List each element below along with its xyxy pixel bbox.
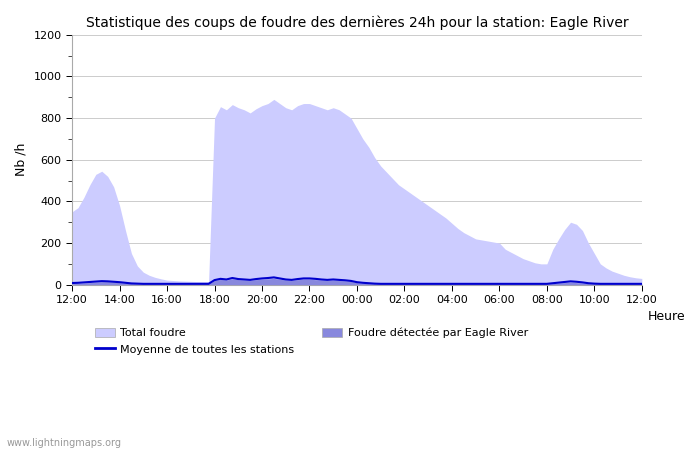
Title: Statistique des coups de foudre des dernières 24h pour la station: Eagle River: Statistique des coups de foudre des dern… — [85, 15, 629, 30]
Text: www.lightningmaps.org: www.lightningmaps.org — [7, 438, 122, 448]
Legend: Total foudre, Moyenne de toutes les stations, Foudre détectée par Eagle River: Total foudre, Moyenne de toutes les stat… — [90, 323, 533, 359]
Text: Heure: Heure — [648, 310, 685, 323]
Y-axis label: Nb /h: Nb /h — [15, 143, 28, 176]
